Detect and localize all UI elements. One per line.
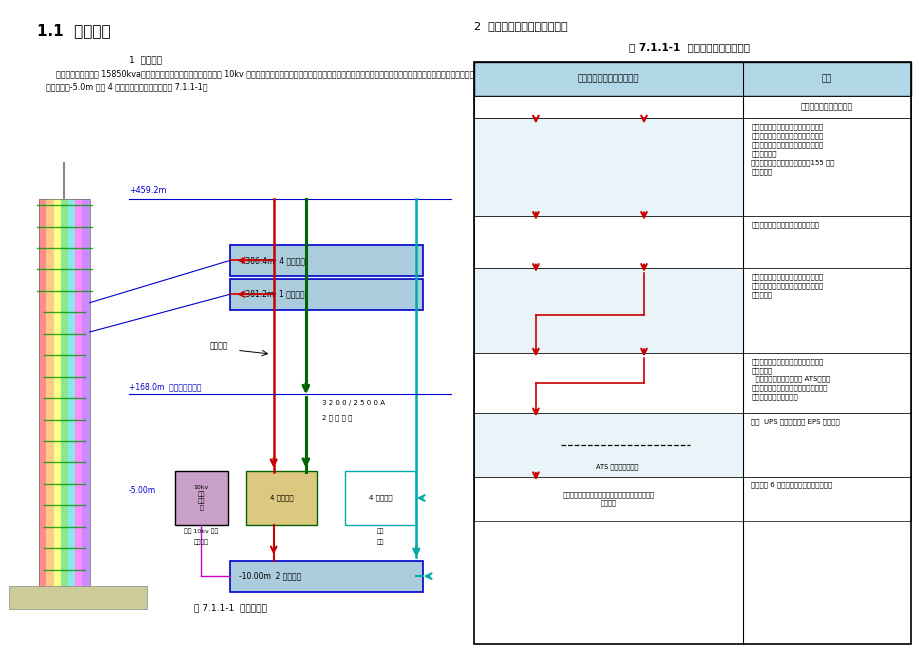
Text: +386.4m  4 台变压器: +386.4m 4 台变压器 [239,256,305,265]
Text: 引自不同区域的两路市电: 引自不同区域的两路市电 [800,103,852,111]
Bar [473,413,743,477]
Text: 图 7.1.1-1  电气系统图: 图 7.1.1-1 电气系统图 [193,603,267,612]
Text: 设备及设备间的联系示意图: 设备及设备间的联系示意图 [577,74,639,83]
Bar [743,353,910,413]
Text: -10.00m  2 台变压器: -10.00m 2 台变压器 [239,572,301,581]
Text: 2 组 母 线 槽: 2 组 母 线 槽 [322,415,352,421]
Text: 4 台变压器: 4 台变压器 [269,495,293,501]
Text: 表 7.1.1-1  特级负荷供电保障系统: 表 7.1.1-1 特级负荷供电保障系统 [629,42,750,52]
Bar [743,118,910,216]
Text: 四、通过两组低压配电柜中的母联柜和
封闭母线槽，实现两台变压器并列运行
互为备用。: 四、通过两组低压配电柜中的母联柜和 封闭母线槽，实现两台变压器并列运行 互为备用… [750,273,823,298]
Bar [83,199,90,589]
Text: 三、两台变压器并列运行互为备用。: 三、两台变压器并列运行互为备用。 [750,221,818,228]
Bar [246,471,317,525]
Text: 高压电缆: 高压电缆 [210,341,228,350]
Bar [743,216,910,268]
Bar [345,471,416,525]
Text: 2  特级负荷供电保障系统简介: 2 特级负荷供电保障系统简介 [473,21,567,31]
Bar [61,199,68,589]
Bar [473,96,910,118]
Text: 六、  UPS 不间断电源或 EPS 应急电源: 六、 UPS 不间断电源或 EPS 应急电源 [750,418,839,424]
Text: 广播技术用房、通信用房、网络机房、消防及安保中
心等负荷: 广播技术用房、通信用房、网络机房、消防及安保中 心等负荷 [562,492,653,506]
Bar [473,62,910,96]
Text: 电缆: 电缆 [377,539,384,545]
Bar [230,279,423,310]
Text: +459.2m: +459.2m [129,186,166,195]
Bar [743,268,910,353]
Bar [230,561,423,592]
Bar [175,471,228,525]
Text: 低压: 低压 [377,528,384,534]
Bar [473,216,743,268]
Bar [9,586,147,609]
Bar [40,199,46,589]
Text: 4 台发电机: 4 台发电机 [369,495,392,501]
Bar [53,199,61,589]
Bar [473,268,743,353]
Text: 五、双电源自动切换箱的电源引自不同
的变压器。
  设备内置双电源转换开关 ATS（如左
图），具有机械、电气双重互锁功能，主
开关损坏可不断电更换。: 五、双电源自动切换箱的电源引自不同 的变压器。 设备内置双电源转换开关 ATS（… [750,358,830,400]
Text: +381.2m  1 台变压器: +381.2m 1 台变压器 [239,290,304,299]
Bar [230,245,423,276]
Bar [473,62,910,644]
Text: 10kv
高压
配电
室: 10kv 高压 配电 室 [193,485,209,511]
Bar [473,118,743,216]
Text: 本工程总装机容量共 15850kva，电源由市政不同区域变电站引入两路 10kv 高压电源。两路电源同时供电并互为备用，分列运行，当一路电源故障时，另一路电源能: 本工程总装机容量共 15850kva，电源由市政不同区域变电站引入两路 10kv… [46,70,870,91]
Bar [473,477,743,521]
Bar [743,413,910,477]
Text: 通过上述 6 级保证，实现供电的可靠性。: 通过上述 6 级保证，实现供电的可靠性。 [750,482,832,488]
Text: 1.1  系统简介: 1.1 系统简介 [37,23,110,38]
Bar [743,477,910,521]
Text: 户外引入: 户外引入 [194,539,209,545]
Bar [68,199,75,589]
Text: 说明: 说明 [821,74,831,83]
Text: 一、该组高压柜中设一个母联柜，从而
实现两路电源互为备用，分列运行，当
一路电源故障时另一路电源能承担全部
一二级负荷。
二、当两台变压器停电确认后，155 内: 一、该组高压柜中设一个母联柜，从而 实现两路电源互为备用，分列运行，当 一路电源… [750,124,834,174]
Text: -5.00m: -5.00m [129,486,155,495]
Bar [40,199,90,589]
Text: 3 2 0 0 / 2 5 0 0 A: 3 2 0 0 / 2 5 0 0 A [322,400,384,406]
Text: ATS 双电源转换开关: ATS 双电源转换开关 [596,464,638,470]
Text: 两路 10kv 电源: 两路 10kv 电源 [184,528,218,534]
Bar [75,199,83,589]
Text: 1  系统简介: 1 系统简介 [129,55,162,64]
Bar [473,353,743,413]
Text: +168.0m  高低区配电分界: +168.0m 高低区配电分界 [129,382,201,391]
Bar [46,199,53,589]
